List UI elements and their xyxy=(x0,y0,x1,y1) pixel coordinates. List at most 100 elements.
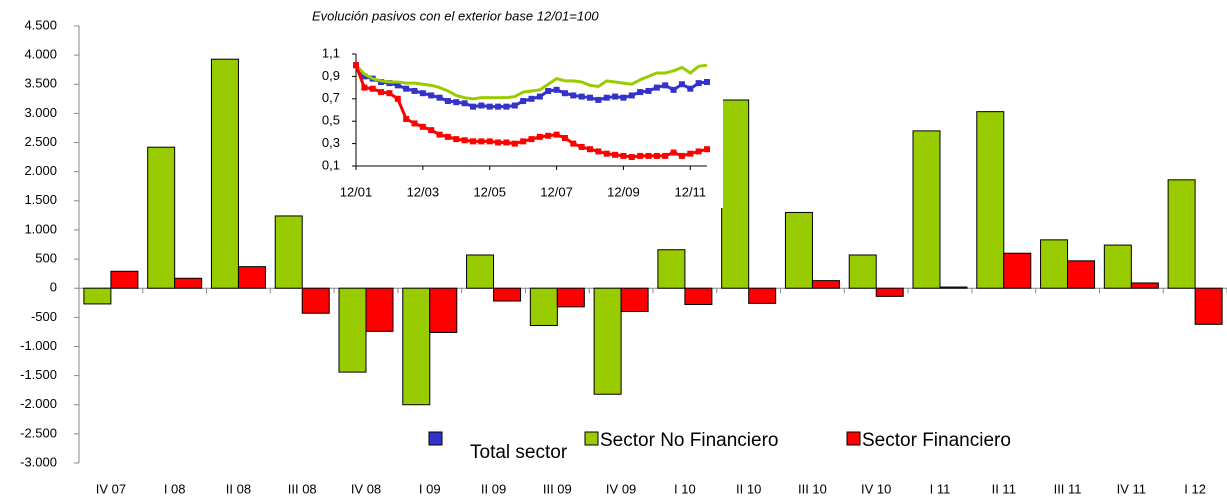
inset-line xyxy=(354,63,708,101)
inset-marker xyxy=(419,90,426,97)
inset-marker xyxy=(444,98,451,105)
inset-marker xyxy=(678,81,685,88)
inset-marker xyxy=(670,149,677,156)
bar xyxy=(237,266,266,289)
y-tick-label: -2.000 xyxy=(20,396,57,411)
inset-y-tick-label: 0,5 xyxy=(322,113,340,128)
inset-marker xyxy=(587,146,593,153)
inset-marker xyxy=(369,85,376,92)
inset-marker xyxy=(536,93,543,100)
legend-swatch xyxy=(428,431,443,446)
inset-marker xyxy=(428,92,435,99)
inset-marker xyxy=(536,133,543,140)
bar xyxy=(1130,282,1159,289)
x-tick-label: IV 11 xyxy=(1117,481,1146,496)
inset-title: Evolución pasivos con el exterior base 1… xyxy=(312,8,599,23)
inset-marker xyxy=(511,102,518,109)
inset-marker xyxy=(453,136,460,143)
x-tick-label: I 11 xyxy=(930,481,951,496)
bar xyxy=(338,287,367,373)
x-tick-label: I 10 xyxy=(674,481,696,496)
bar xyxy=(301,287,330,314)
inset-marker xyxy=(520,138,527,145)
inset-marker xyxy=(620,94,627,101)
x-tick-label: IV 10 xyxy=(861,481,891,496)
inset-marker xyxy=(411,87,418,94)
inset-marker xyxy=(637,152,644,159)
bar xyxy=(210,58,239,289)
y-tick-label: 1.000 xyxy=(24,221,57,236)
inset-y-tick-label: 0,9 xyxy=(322,68,340,83)
inset-marker xyxy=(612,151,619,158)
bar xyxy=(274,215,303,289)
y-tick-label: 3.000 xyxy=(24,105,57,120)
inset-marker xyxy=(553,131,560,138)
inset-marker xyxy=(478,138,485,145)
y-tick-label: -1.000 xyxy=(20,338,57,353)
inset-marker xyxy=(394,82,401,89)
inset-x-tick-label: 12/09 xyxy=(607,184,640,199)
x-tick-label: III 11 xyxy=(1054,481,1082,496)
legend-label: Sector Financiero xyxy=(862,430,1011,451)
bar xyxy=(402,287,431,406)
y-tick-label: 4.000 xyxy=(24,47,57,62)
bar xyxy=(811,280,840,289)
bar xyxy=(556,287,585,308)
inset-marker xyxy=(495,103,502,110)
inset-y-tick-label: 1,1 xyxy=(322,45,340,60)
bar xyxy=(1167,179,1196,289)
inset-marker xyxy=(353,62,359,69)
inset-marker xyxy=(436,94,443,101)
bar xyxy=(365,287,394,332)
inset-marker xyxy=(570,140,577,147)
inset-marker xyxy=(587,94,593,101)
bar xyxy=(1194,287,1223,325)
inset-marker xyxy=(503,103,510,110)
x-tick-label: I 09 xyxy=(419,481,441,496)
y-tick-label: 500 xyxy=(35,251,57,266)
inset-marker xyxy=(603,94,610,101)
bar xyxy=(721,99,750,289)
bar xyxy=(147,146,176,289)
inset-x-tick-label: 12/05 xyxy=(473,184,506,199)
inset-marker xyxy=(561,90,568,97)
inset-marker xyxy=(403,85,410,92)
inset-marker xyxy=(486,138,493,145)
x-tick-label: III 08 xyxy=(288,481,317,496)
inset-marker xyxy=(695,148,702,155)
y-tick-label: 0 xyxy=(50,280,57,295)
bar xyxy=(976,111,1005,289)
bar xyxy=(174,277,203,289)
x-tick-label: I 12 xyxy=(1184,481,1206,496)
legend-swatch xyxy=(846,431,861,446)
bar xyxy=(1040,239,1069,289)
bar xyxy=(684,287,713,306)
inset-marker xyxy=(419,123,426,130)
x-tick-label: IV 08 xyxy=(351,481,381,496)
inset-marker xyxy=(695,80,702,87)
inset-marker xyxy=(528,136,535,143)
y-tick-label: -1.500 xyxy=(20,367,57,382)
x-tick-label: II 09 xyxy=(481,481,506,496)
x-tick-label: III 10 xyxy=(798,481,827,496)
bar xyxy=(110,270,139,289)
inset-marker xyxy=(603,150,610,157)
inset-marker xyxy=(704,146,710,153)
inset-marker xyxy=(561,135,568,141)
inset-marker xyxy=(578,93,585,100)
bar xyxy=(748,287,777,304)
inset-marker xyxy=(545,132,552,139)
bar xyxy=(466,254,495,289)
inset-marker xyxy=(612,93,619,100)
x-tick-label: II 11 xyxy=(992,481,1016,496)
bar xyxy=(657,249,686,289)
bar xyxy=(1003,252,1032,289)
y-tick-label: -2.500 xyxy=(20,425,57,440)
bar xyxy=(848,254,877,289)
inset-marker xyxy=(436,131,443,138)
inset-marker xyxy=(670,86,677,93)
inset-marker xyxy=(520,98,527,105)
y-tick-label: 2.000 xyxy=(24,163,57,178)
